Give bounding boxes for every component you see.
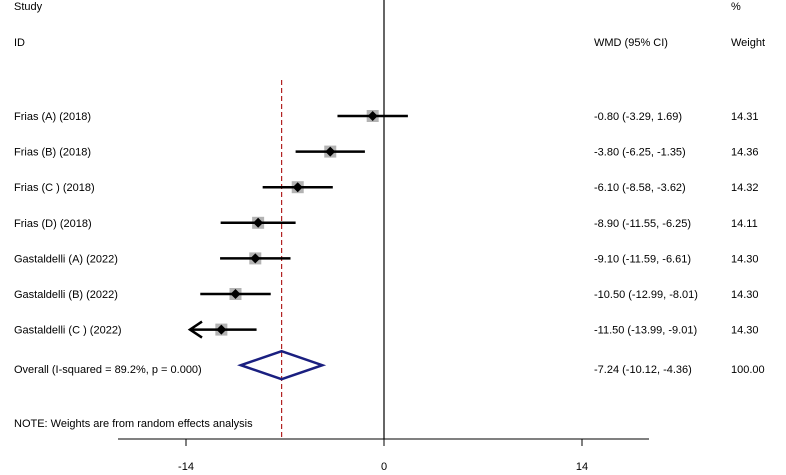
study-label: Gastaldelli (B) (2022) [14, 289, 118, 301]
header-percent: % [731, 1, 741, 13]
study-ci-text: -0.80 (-3.29, 1.69) [594, 111, 682, 123]
overall-weight: 100.00 [731, 364, 765, 376]
study-label: Frias (A) (2018) [14, 111, 91, 123]
ci-truncation-arrow [187, 320, 203, 339]
study-point-estimate [367, 111, 378, 121]
study-weight-text: 14.30 [731, 253, 759, 265]
study-label: Frias (B) (2018) [14, 147, 91, 159]
study-point-estimate [292, 182, 303, 193]
study-ci-text: -11.50 (-13.99, -9.01) [594, 325, 697, 337]
study-ci-text: -8.90 (-11.55, -6.25) [594, 218, 691, 230]
x-tick-label: 0 [381, 461, 387, 473]
study-label: Frias (D) (2018) [14, 218, 92, 230]
study-label: Gastaldelli (A) (2022) [14, 253, 118, 265]
study-point-estimate [216, 324, 227, 335]
study-weight-text: 14.31 [731, 111, 759, 123]
study-label: Frias (C ) (2018) [14, 182, 95, 194]
study-ci-text: -6.10 (-8.58, -3.62) [594, 182, 686, 194]
study-point-estimate [250, 253, 261, 264]
x-tick-label: 14 [576, 461, 588, 473]
overall-ci: -7.24 (-10.12, -4.36) [594, 364, 692, 376]
study-point-estimate [230, 289, 241, 299]
study-ci-text: -3.80 (-6.25, -1.35) [594, 147, 686, 159]
study-point-estimate [325, 146, 336, 157]
header-study: Study [14, 1, 43, 13]
study-ci-text: -10.50 (-12.99, -8.01) [594, 289, 698, 301]
study-weight-text: 14.30 [731, 289, 759, 301]
header-id: ID [14, 37, 25, 49]
footnote: NOTE: Weights are from random effects an… [14, 418, 253, 430]
study-weight-text: 14.30 [731, 325, 759, 337]
header-weight: Weight [731, 37, 765, 49]
study-point-estimate [253, 217, 264, 228]
study-weight-text: 14.36 [731, 147, 759, 159]
study-ci-text: -9.10 (-11.59, -6.61) [594, 253, 691, 265]
study-weight-text: 14.11 [731, 218, 758, 230]
study-label: Gastaldelli (C ) (2022) [14, 325, 122, 337]
x-tick-label: -14 [178, 461, 194, 473]
header-effect: WMD (95% CI) [594, 37, 668, 49]
overall-diamond [237, 349, 327, 381]
study-weight-text: 14.32 [731, 182, 759, 194]
overall-label: Overall (I-squared = 89.2%, p = 0.000) [14, 364, 202, 376]
